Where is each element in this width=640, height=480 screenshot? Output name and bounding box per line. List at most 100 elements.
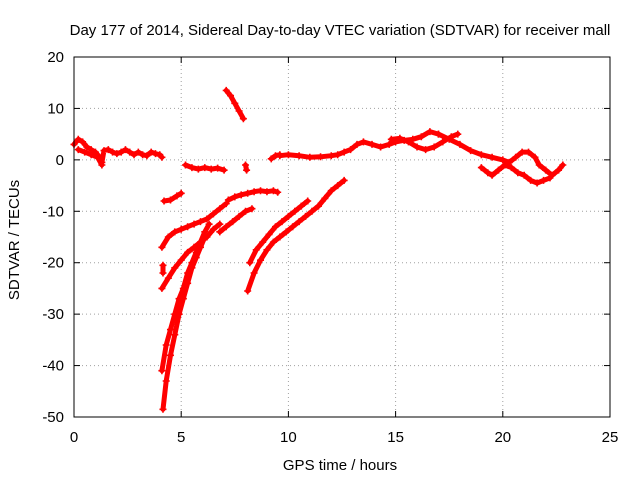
data-point bbox=[327, 187, 335, 195]
series-arc-8h-drop bbox=[224, 187, 282, 204]
data-point bbox=[177, 189, 185, 197]
data-point bbox=[248, 205, 256, 213]
y-tick-label: -30 bbox=[42, 306, 64, 323]
data-point bbox=[201, 164, 209, 172]
data-point bbox=[242, 207, 250, 215]
data-point bbox=[276, 152, 284, 160]
data-point bbox=[454, 130, 462, 138]
data-point bbox=[159, 261, 167, 269]
data-point bbox=[147, 148, 155, 156]
series-arc-4h-marks bbox=[159, 261, 167, 277]
data-point bbox=[184, 248, 192, 256]
data-point bbox=[276, 233, 284, 241]
data-point bbox=[196, 218, 204, 226]
data-point bbox=[284, 151, 292, 159]
data-point bbox=[159, 405, 167, 413]
y-tick-label: -50 bbox=[42, 409, 64, 426]
data-point bbox=[501, 161, 509, 169]
data-point bbox=[171, 310, 179, 318]
data-point bbox=[546, 174, 554, 182]
data-point bbox=[302, 212, 310, 220]
data-point bbox=[194, 165, 202, 173]
series-track bbox=[245, 177, 347, 294]
y-tick-label: 20 bbox=[47, 49, 64, 66]
data-point bbox=[130, 151, 138, 159]
data-point bbox=[477, 164, 485, 172]
data-point bbox=[177, 225, 185, 233]
data-point bbox=[209, 210, 217, 218]
data-point bbox=[263, 188, 271, 196]
series-arc-5h-flat bbox=[181, 161, 228, 174]
data-point bbox=[404, 138, 412, 146]
data-point bbox=[291, 207, 299, 215]
data-point bbox=[216, 220, 224, 228]
data-point bbox=[126, 148, 134, 156]
data-point bbox=[203, 215, 211, 223]
data-point bbox=[74, 135, 82, 143]
data-point bbox=[488, 171, 496, 179]
data-point bbox=[295, 218, 303, 226]
data-point bbox=[484, 169, 492, 177]
data-point bbox=[188, 259, 196, 267]
series-arc-7h-rise bbox=[216, 205, 256, 236]
data-point bbox=[317, 153, 325, 161]
x-tick-label: 10 bbox=[280, 429, 297, 446]
data-point bbox=[308, 207, 316, 215]
data-point bbox=[257, 256, 265, 264]
x-tick-label: 25 bbox=[602, 429, 619, 446]
data-point bbox=[231, 99, 239, 107]
data-point bbox=[171, 331, 179, 339]
data-point bbox=[196, 238, 204, 246]
x-axis-label: GPS time / hours bbox=[283, 457, 397, 474]
data-point bbox=[166, 326, 174, 334]
data-point bbox=[520, 171, 528, 179]
data-point bbox=[278, 218, 286, 226]
data-point bbox=[171, 264, 179, 272]
data-point bbox=[181, 161, 189, 169]
data-point bbox=[289, 223, 297, 231]
data-point bbox=[377, 143, 385, 151]
data-point bbox=[284, 212, 292, 220]
data-point bbox=[477, 151, 485, 159]
data-point bbox=[237, 191, 245, 199]
data-point bbox=[540, 176, 548, 184]
data-point bbox=[269, 238, 277, 246]
data-point bbox=[205, 220, 213, 228]
data-point bbox=[327, 152, 335, 160]
data-point bbox=[456, 140, 464, 148]
data-point bbox=[417, 133, 425, 141]
grid-lines bbox=[74, 57, 610, 417]
data-point bbox=[79, 138, 87, 146]
data-point bbox=[222, 200, 230, 208]
y-tick-label: 0 bbox=[56, 152, 64, 169]
data-point bbox=[495, 166, 503, 174]
data-point bbox=[295, 152, 303, 160]
data-point bbox=[413, 143, 421, 151]
data-point bbox=[184, 269, 192, 277]
series-arc-8h-crosses bbox=[242, 161, 251, 174]
data-point bbox=[368, 140, 376, 148]
data-point bbox=[269, 187, 277, 195]
data-point bbox=[171, 228, 179, 236]
data-point bbox=[359, 138, 367, 146]
data-point bbox=[100, 147, 108, 155]
data-point bbox=[252, 246, 260, 254]
series-arc-20h-lower bbox=[477, 161, 554, 187]
data-point bbox=[216, 205, 224, 213]
data-point bbox=[387, 135, 395, 143]
data-point bbox=[434, 130, 442, 138]
data-point bbox=[259, 238, 267, 246]
data-point bbox=[104, 146, 112, 154]
y-tick-label: -40 bbox=[42, 358, 64, 375]
data-point bbox=[175, 295, 183, 303]
chart-title: Day 177 of 2014, Sidereal Day-to-day VTE… bbox=[70, 22, 611, 39]
data-point bbox=[518, 148, 526, 156]
data-point bbox=[139, 151, 147, 159]
data-point bbox=[220, 166, 228, 174]
data-point bbox=[246, 259, 254, 267]
data-point bbox=[81, 148, 89, 156]
data-point bbox=[98, 161, 106, 169]
y-tick-label: -10 bbox=[42, 203, 64, 220]
data-point bbox=[143, 152, 151, 160]
data-point bbox=[385, 140, 393, 148]
